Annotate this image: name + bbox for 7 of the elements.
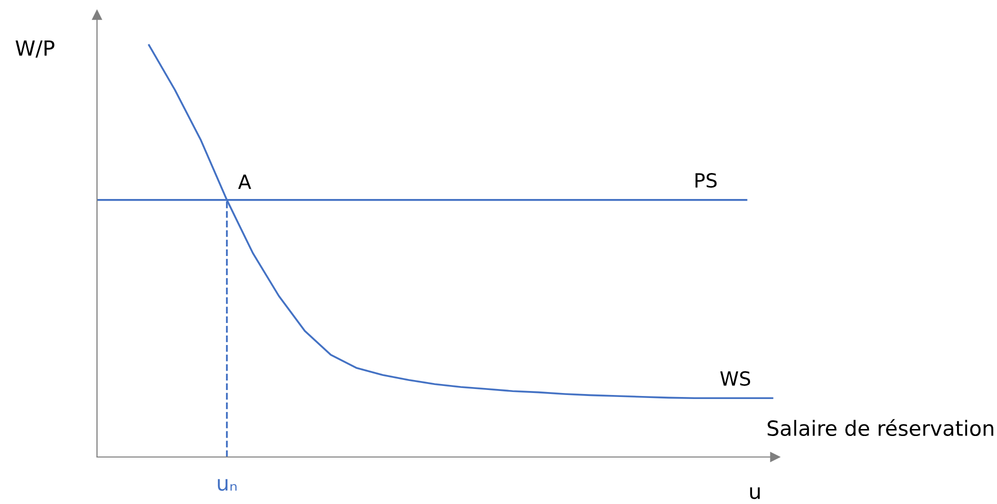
annotation: Salaire de réservation [768,419,994,436]
series-label: WS [720,371,750,386]
series-label: PS [696,173,717,188]
y-axis-title: W/P [16,40,54,58]
x-axis-title: u [750,487,760,500]
annotation: A [238,174,252,189]
text: uₙ [218,478,237,491]
